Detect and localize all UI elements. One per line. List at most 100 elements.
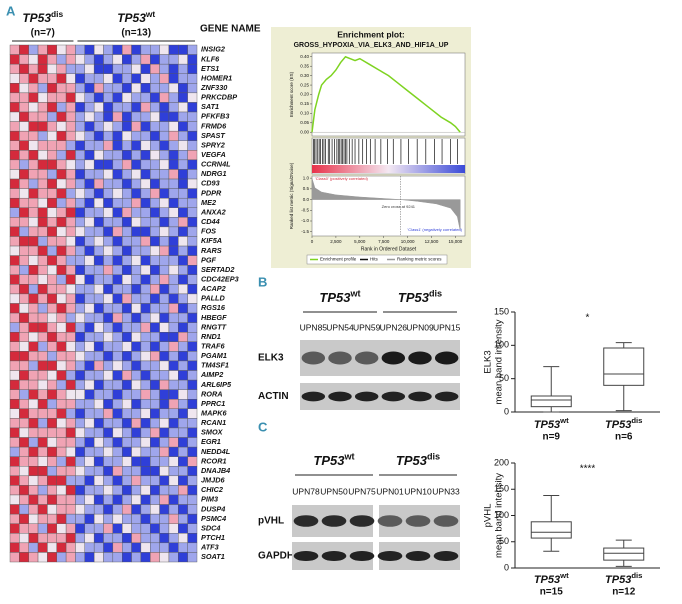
heatmap-cell — [65, 130, 76, 141]
heatmap-cell — [28, 418, 39, 429]
heatmap-cell — [121, 513, 132, 524]
heatmap-cell — [93, 169, 104, 180]
x-tick-label: 10,000 — [401, 239, 415, 244]
heatmap-cell — [103, 427, 114, 438]
gene-name: ATF3 — [200, 543, 219, 552]
heatmap-cell — [28, 226, 39, 237]
heatmap-cell — [140, 217, 151, 228]
superscript: dis — [427, 452, 440, 462]
es-tick-label: 0.00 — [300, 129, 309, 134]
heatmap-cell — [121, 54, 132, 65]
heatmap-cell — [187, 54, 198, 65]
gene-name: HBEGF — [201, 313, 227, 322]
gene-name: RCAN1 — [201, 418, 226, 427]
heatmap-cell — [56, 351, 67, 362]
heatmap-cell — [37, 159, 48, 170]
heatmap-cell — [121, 427, 132, 438]
heatmap-cell — [187, 102, 198, 113]
heatmap-cell — [93, 293, 104, 304]
heatmap-cell — [103, 389, 114, 400]
es-plot-area — [311, 52, 466, 137]
band — [381, 351, 406, 365]
heatmap-cell — [187, 63, 198, 74]
heatmap-cell — [9, 169, 20, 180]
group-n: n=15 — [540, 587, 564, 598]
heatmap-cell — [178, 389, 188, 400]
heatmap-cell — [112, 245, 123, 256]
heatmap-cell — [9, 456, 20, 467]
heatmap-cell — [121, 494, 132, 505]
heatmap-cell — [84, 178, 95, 189]
gene-name: SOAT1 — [201, 552, 225, 561]
heatmap-cell — [187, 150, 198, 161]
heatmap-cell — [9, 427, 20, 438]
heatmap-cell — [150, 437, 160, 448]
heatmap-cell — [140, 54, 151, 65]
heatmap-cell — [150, 351, 160, 362]
heatmap-cell — [93, 552, 104, 563]
heatmap-cell — [47, 226, 57, 237]
gene-name: TP53 — [534, 574, 560, 586]
heatmap-cell — [140, 408, 151, 419]
heatmap-cell — [159, 83, 170, 94]
heatmap-cell — [159, 217, 170, 228]
heatmap-cell — [121, 399, 132, 410]
heatmap-cell — [37, 169, 48, 180]
x-tick-label: 15,000 — [449, 239, 463, 244]
heatmap-cell — [168, 188, 179, 199]
heatmap-cell — [93, 92, 104, 103]
gene-name: SMOX — [201, 428, 224, 437]
heatmap-cell — [9, 332, 20, 342]
heatmap-cell — [121, 255, 132, 266]
heatmap-cell — [65, 475, 76, 486]
heatmap-cell — [47, 351, 57, 362]
heatmap-cell — [131, 379, 142, 390]
heatmap-cell — [37, 513, 48, 524]
heatmap-cell — [93, 370, 104, 381]
heatmap-cell — [84, 111, 95, 122]
heatmap-cell — [93, 63, 104, 74]
heatmap-cell — [93, 73, 104, 84]
heatmap-cell — [84, 533, 95, 544]
heatmap-cell — [178, 542, 188, 553]
heatmap-cell — [84, 523, 95, 534]
heatmap-cell — [168, 399, 179, 410]
heatmap-cell — [19, 303, 29, 314]
heatmap-cell — [112, 217, 123, 228]
heatmap-cell — [28, 408, 39, 419]
heatmap-cell — [28, 284, 39, 295]
heatmap-cell — [131, 370, 142, 381]
heatmap-cell — [168, 513, 179, 524]
heatmap-cell — [140, 399, 151, 410]
gene-name: ME2 — [201, 198, 216, 207]
heatmap-cell — [140, 188, 151, 199]
heatmap-cell — [56, 284, 67, 295]
heatmap-cell — [168, 102, 179, 113]
heatmap-cell — [37, 523, 48, 534]
heatmap-cell — [47, 389, 57, 400]
heatmap-cell — [19, 265, 29, 275]
sample-label: UPN54 — [326, 322, 354, 332]
heatmap-cell — [9, 475, 20, 486]
gene-name: PSMC4 — [201, 514, 226, 523]
heatmap-cell — [168, 389, 179, 400]
heatmap-cell — [19, 140, 29, 151]
heatmap-cell — [47, 504, 57, 515]
heatmap-cell — [65, 63, 76, 74]
heatmap-cell — [56, 456, 67, 467]
heatmap-cell — [28, 370, 39, 381]
heatmap-cell — [93, 504, 104, 515]
band — [293, 550, 319, 562]
heatmap-cell — [140, 418, 151, 429]
gene-name: HOMER1 — [201, 73, 232, 82]
heatmap-cell — [56, 159, 67, 170]
y-tick-label: 50 — [499, 536, 509, 546]
heatmap-cell — [37, 83, 48, 94]
es-tick-label: 0.15 — [300, 101, 309, 106]
heatmap-cell — [187, 178, 198, 189]
gene-label: TP53wt — [534, 571, 569, 586]
heatmap-cell — [75, 408, 85, 419]
metric-tick-label: 0.0 — [303, 197, 310, 202]
heatmap-cell — [47, 111, 57, 122]
heatmap-cell — [140, 542, 151, 553]
